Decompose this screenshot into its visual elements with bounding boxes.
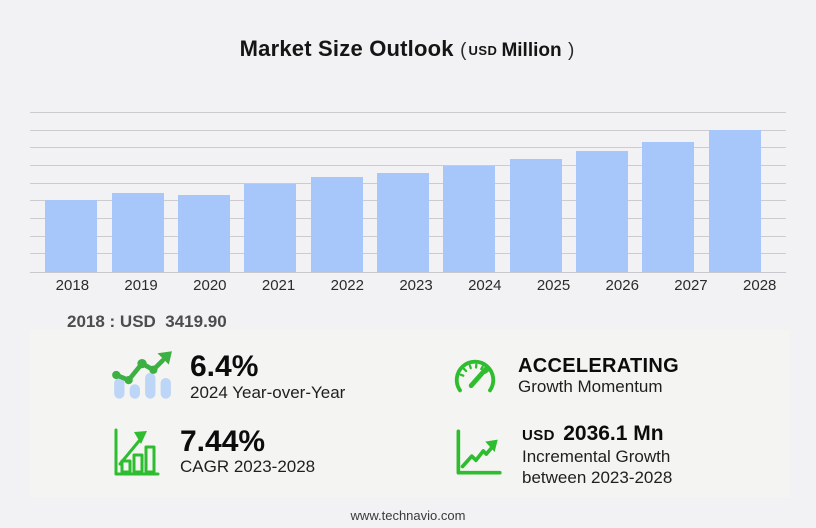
x-axis-labels: 2018 2019 2020 2021 2022 2023 2024 2025 2026 2027… — [30, 277, 812, 294]
x-tick-label: 2024 — [468, 277, 502, 294]
x-tick-label: 2018 — [55, 277, 90, 294]
stat-incremental-growth: USD 2036.1 Mn Incremental Growth between… — [448, 415, 790, 490]
bar-2025 — [509, 159, 562, 272]
bar-column — [303, 112, 369, 272]
stat-label: Incremental Growth between 2023-2028 — [522, 446, 673, 487]
stat-label: Growth Momentum — [518, 377, 663, 397]
line-growth-icon — [456, 429, 502, 475]
bars — [30, 112, 786, 272]
bar-column — [503, 112, 569, 272]
bar-2022 — [310, 177, 363, 272]
speedometer-icon — [454, 360, 496, 393]
bar-2028 — [708, 129, 761, 272]
stat-value: USD 2036.1 Mn — [522, 415, 700, 447]
gridline — [30, 129, 786, 131]
trend-bars-icon — [112, 351, 172, 399]
title-text: Market Size Outlook — [239, 36, 454, 61]
x-tick-label: 2027 — [674, 277, 708, 294]
stat-label: 2024 Year-over-Year — [190, 382, 346, 402]
stats-panel: 6.4% 2024 Year-over-Year ACCELERATING Gr… — [30, 330, 790, 497]
stat-value-amount: 2036.1 Mn — [563, 422, 664, 446]
bar-column — [104, 112, 170, 272]
stat-label: CAGR 2023-2028 — [180, 457, 316, 477]
bar-2018 — [45, 200, 98, 272]
bar-2019 — [111, 193, 164, 272]
bar-column — [38, 112, 104, 272]
stat-value: 7.44% — [180, 424, 266, 458]
stat-cagr: 7.44% CAGR 2023-2028 — [30, 415, 448, 490]
bar-column — [171, 112, 237, 272]
title-paren-close: ) — [568, 40, 575, 61]
title-unit-million: Million — [501, 40, 562, 61]
bar-column — [702, 112, 768, 272]
baseline-note: 2018 : USD 3419.90 — [67, 312, 227, 331]
bar-2021 — [244, 183, 297, 272]
x-tick-label: 2021 — [261, 277, 296, 294]
bar-column — [569, 112, 635, 272]
bar-column — [237, 112, 303, 272]
stat-yoy-growth: 6.4% 2024 Year-over-Year — [30, 340, 448, 415]
bar-chart — [30, 112, 786, 273]
x-tick-label: 2028 — [743, 277, 777, 294]
bar-2023 — [376, 172, 429, 272]
bar-column — [436, 112, 502, 272]
stat-value-prefix: USD — [522, 427, 555, 445]
bar-column — [635, 112, 701, 272]
bar-growth-icon — [114, 428, 160, 476]
gridline — [30, 165, 786, 166]
x-tick-label: 2019 — [124, 277, 158, 294]
stat-value: ACCELERATING — [518, 355, 680, 378]
x-tick-label: 2025 — [536, 277, 571, 294]
x-tick-label: 2020 — [193, 277, 227, 294]
stat-value: 6.4% — [190, 350, 259, 384]
bar-2024 — [443, 166, 496, 272]
x-tick-label: 2022 — [330, 277, 364, 294]
stat-growth-momentum: ACCELERATING Growth Momentum — [448, 340, 790, 415]
gridline — [30, 112, 786, 113]
gridline — [30, 147, 786, 149]
bar-column — [370, 112, 436, 272]
title-unit-usd: USD — [468, 43, 498, 58]
x-tick-label: 2023 — [399, 277, 433, 294]
bar-2026 — [576, 150, 629, 272]
title-paren-open: ( — [460, 40, 467, 61]
x-tick-label: 2026 — [605, 277, 639, 294]
website-url: www.technavio.com — [350, 508, 466, 523]
bar-2027 — [642, 142, 695, 272]
bar-2020 — [177, 195, 230, 272]
page-title: Market Size Outlook (USD Million ) — [0, 36, 816, 62]
